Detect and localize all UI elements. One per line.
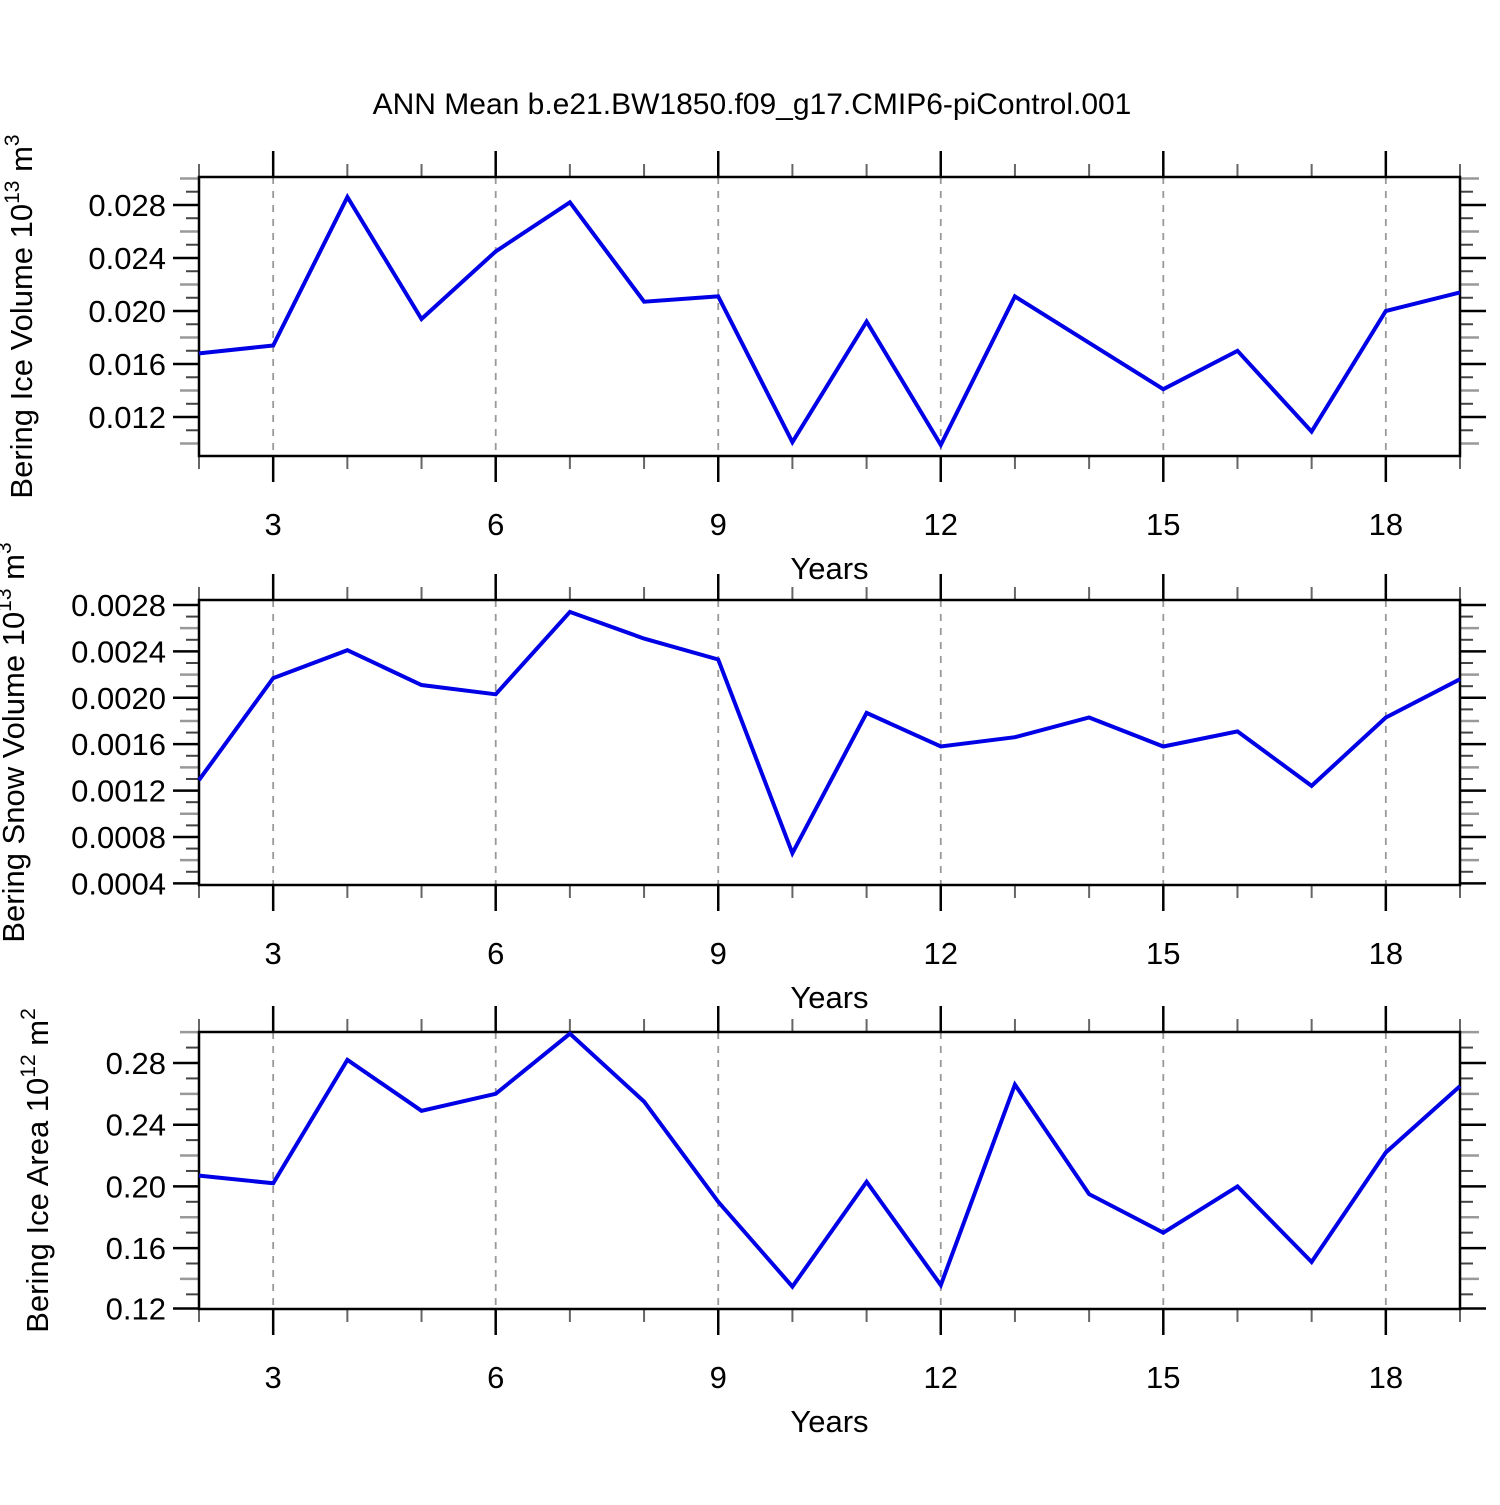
x-tick-label: 15 xyxy=(1146,936,1180,971)
x-tick-label: 12 xyxy=(924,1360,958,1395)
y-axis-title: Bering Ice Volume 1013 m3 xyxy=(1,134,39,498)
x-tick-label: 9 xyxy=(710,1360,727,1395)
y-tick-label: 0.16 xyxy=(106,1231,166,1266)
x-tick-label: 6 xyxy=(487,507,504,542)
data-line-bering-ice-volume xyxy=(198,192,1461,450)
chart-title: ANN Mean b.e21.BW1850.f09_g17.CMIP6-piCo… xyxy=(373,88,1132,121)
plot-box xyxy=(197,1030,1462,1311)
plot-box xyxy=(197,175,1462,458)
plot-box xyxy=(197,598,1462,887)
x-tick-label: 3 xyxy=(265,936,282,971)
y-tick-label: 0.024 xyxy=(88,241,166,276)
data-line-bering-snow-volume xyxy=(197,609,1461,859)
panel-bering-ice-area: 0.12 0.16 0.20 0.24 0.28 3 6 9 12 15 18 Years Bering… xyxy=(17,1006,1486,1439)
y-tick-label: 0.012 xyxy=(88,400,166,435)
y-axis-title: Bering Ice Area 1012 m2 xyxy=(17,1008,55,1333)
x-tick-label: 6 xyxy=(487,1360,504,1395)
x-tick-label: 12 xyxy=(924,936,958,971)
x-tick-label: 3 xyxy=(265,507,282,542)
x-tick-label: 3 xyxy=(265,1360,282,1395)
x-axis-title: Years xyxy=(790,551,868,586)
y-tick-label: 0.0004 xyxy=(71,866,166,901)
y-tick-label: 0.0028 xyxy=(71,588,166,623)
y-tick-label: 0.0024 xyxy=(71,634,166,669)
y-tick-label: 0.28 xyxy=(106,1046,166,1081)
x-tick-label: 18 xyxy=(1369,936,1403,971)
y-tick-label: 0.016 xyxy=(88,347,166,382)
x-tick-label: 12 xyxy=(924,507,958,542)
y-tick-label: 0.20 xyxy=(106,1169,166,1204)
y-tick-label: 0.020 xyxy=(88,294,166,329)
y-tick-label: 0.028 xyxy=(88,188,166,223)
x-tick-label: 15 xyxy=(1146,1360,1180,1395)
x-axis-title: Years xyxy=(790,1404,868,1439)
y-tick-label: 0.0008 xyxy=(71,820,166,855)
panels-root: 0.012 0.016 0.020 0.024 0.028 3 6 9 12 15 18 Years B… xyxy=(0,134,1486,1439)
y-tick-label: 0.0016 xyxy=(71,727,166,762)
data-line-bering-ice-area xyxy=(198,1031,1462,1290)
y-axis-title: Bering Snow Volume 1013 m3 xyxy=(0,542,31,942)
panel-bering-ice-volume: 0.012 0.016 0.020 0.024 0.028 3 6 9 12 15 18 Years B… xyxy=(1,134,1486,586)
y-tick-label: 0.12 xyxy=(106,1292,166,1327)
y-tick-label: 0.0012 xyxy=(71,774,166,809)
x-tick-label: 15 xyxy=(1146,507,1180,542)
x-tick-label: 18 xyxy=(1369,1360,1403,1395)
x-tick-label: 18 xyxy=(1369,507,1403,542)
x-axis-title: Years xyxy=(790,980,868,1015)
panel-bering-snow-volume: 0.0004 0.0008 0.0012 0.0016 0.0020 0.0024 0.00… xyxy=(0,542,1486,1015)
y-tick-label: 0.24 xyxy=(106,1108,166,1143)
y-tick-label: 0.0020 xyxy=(71,681,166,716)
x-tick-label: 6 xyxy=(487,936,504,971)
x-tick-label: 9 xyxy=(710,936,727,971)
x-tick-label: 9 xyxy=(710,507,727,542)
